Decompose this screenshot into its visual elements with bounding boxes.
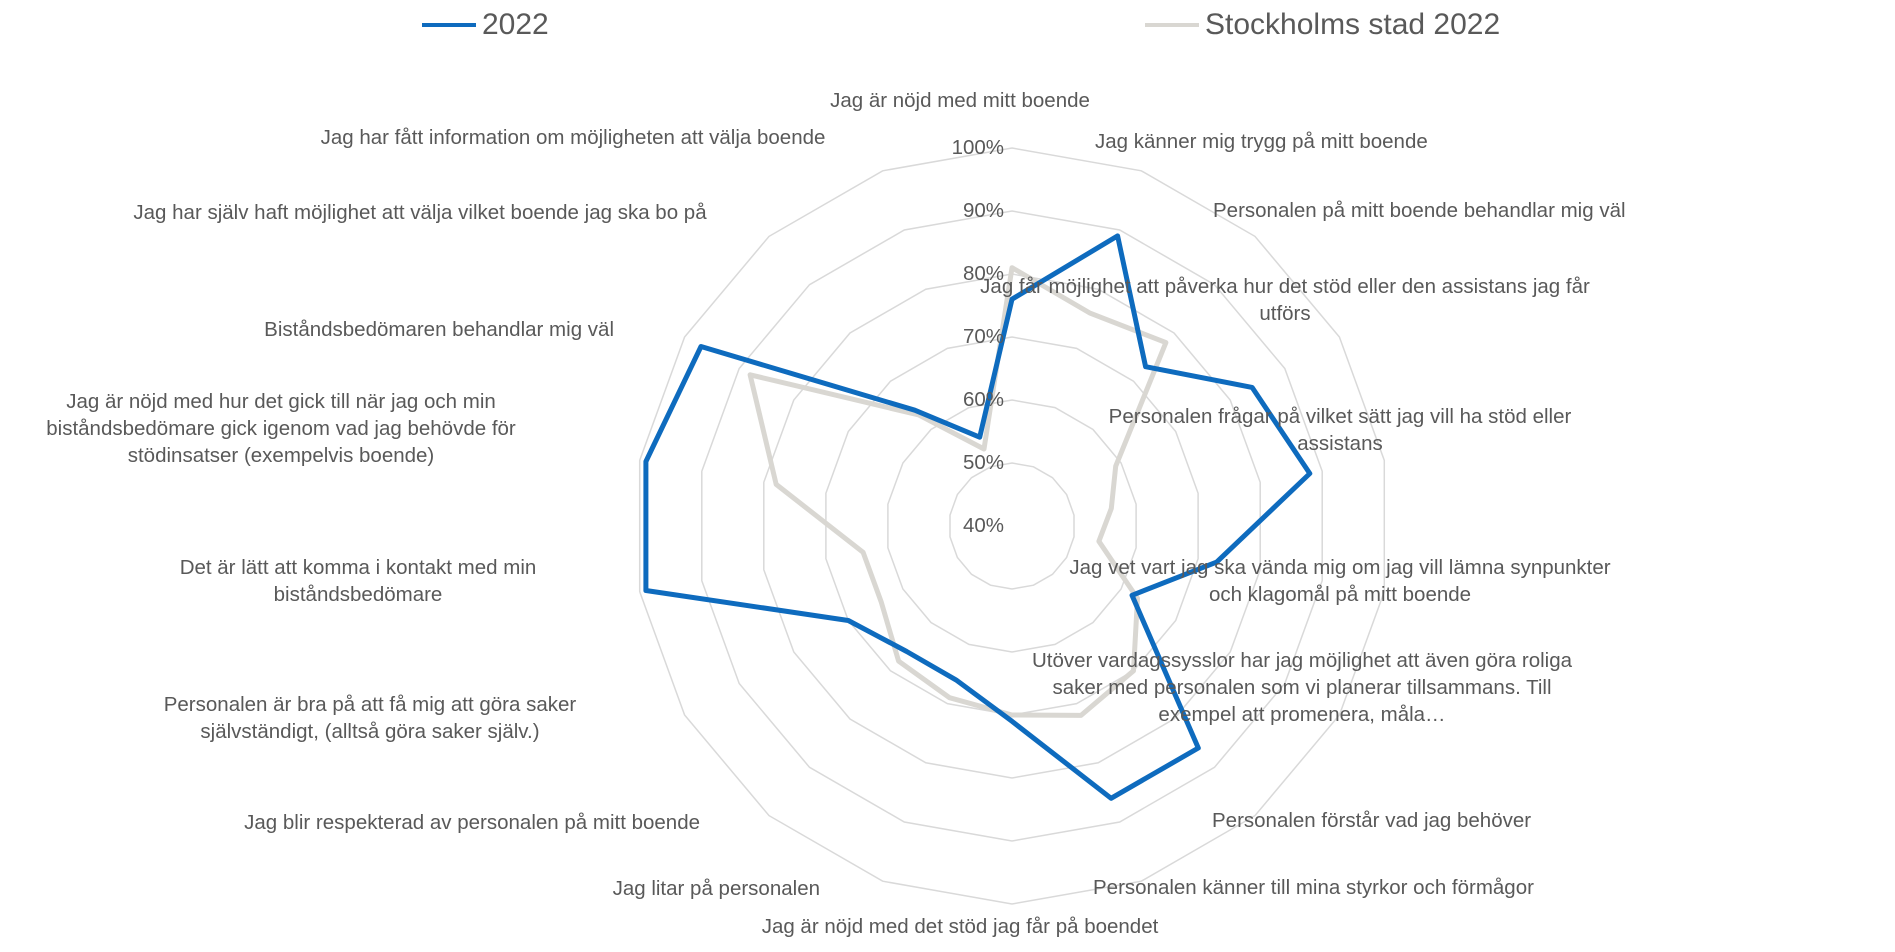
tick-label: 70% [962,325,1004,348]
category-label: Jag litar på personalen [612,876,820,900]
category-label: Utöver vardagssysslor har jag möjlighet … [1031,648,1573,726]
grid-ring [638,147,1386,905]
category-label: Jag är nöjd med det stöd jag får på boen… [761,914,1159,938]
legend-item-2022: 2022 [422,8,549,42]
tick-label: 100% [951,136,1004,159]
grid-ring [949,462,1075,590]
radar-series [643,233,1313,801]
grid-ring [887,399,1137,653]
legend-label-2022: 2022 [482,8,549,41]
category-label: Jag får möjlighet att påverka hur det st… [980,275,1590,325]
tick-label: 80% [962,262,1004,285]
tick-label: 40% [962,514,1004,537]
category-label: Personalen är bra på att få mig att göra… [163,693,577,743]
legend-swatch-2022 [422,23,476,27]
grid-ring [763,273,1261,779]
category-label: Jag vet vart jag ska vända mig om jag vi… [1069,556,1611,606]
category-label: Jag blir respekterad av personalen på mi… [244,810,700,834]
series-line-2022 [643,233,1313,801]
tick-label: 90% [962,199,1004,222]
category-label: Jag är nöjd med hur det gick till när ja… [46,389,516,467]
tick-label: 60% [962,388,1004,411]
grid-ring [701,210,1323,842]
legend-item-stockholm: Stockholms stad 2022 [1145,8,1500,42]
category-label: Jag är nöjd med mitt boende [830,88,1090,112]
radar-grid [638,147,1386,905]
tick-label: 50% [962,451,1004,474]
legend-swatch-stockholm [1145,23,1199,27]
category-label: Det är lätt att komma i kontakt med min … [179,556,537,606]
category-label: Personalen känner till mina styrkor och … [1093,875,1534,899]
category-label: Jag känner mig trygg på mitt boende [1095,129,1428,153]
category-label: Jag har fått information om möjligheten … [320,125,826,149]
category-label: Personalen förstår vad jag behöver [1212,808,1532,832]
category-label: Biståndsbedömaren behandlar mig väl [264,317,614,341]
category-label: Personalen frågar på vilket sätt jag vil… [1108,405,1572,455]
series-line-stockholm [747,265,1169,718]
category-label: Jag har själv haft möjlighet att välja v… [133,200,707,224]
category-label: Personalen på mitt boende behandlar mig … [1213,198,1626,222]
legend-label-stockholm: Stockholms stad 2022 [1205,8,1501,41]
